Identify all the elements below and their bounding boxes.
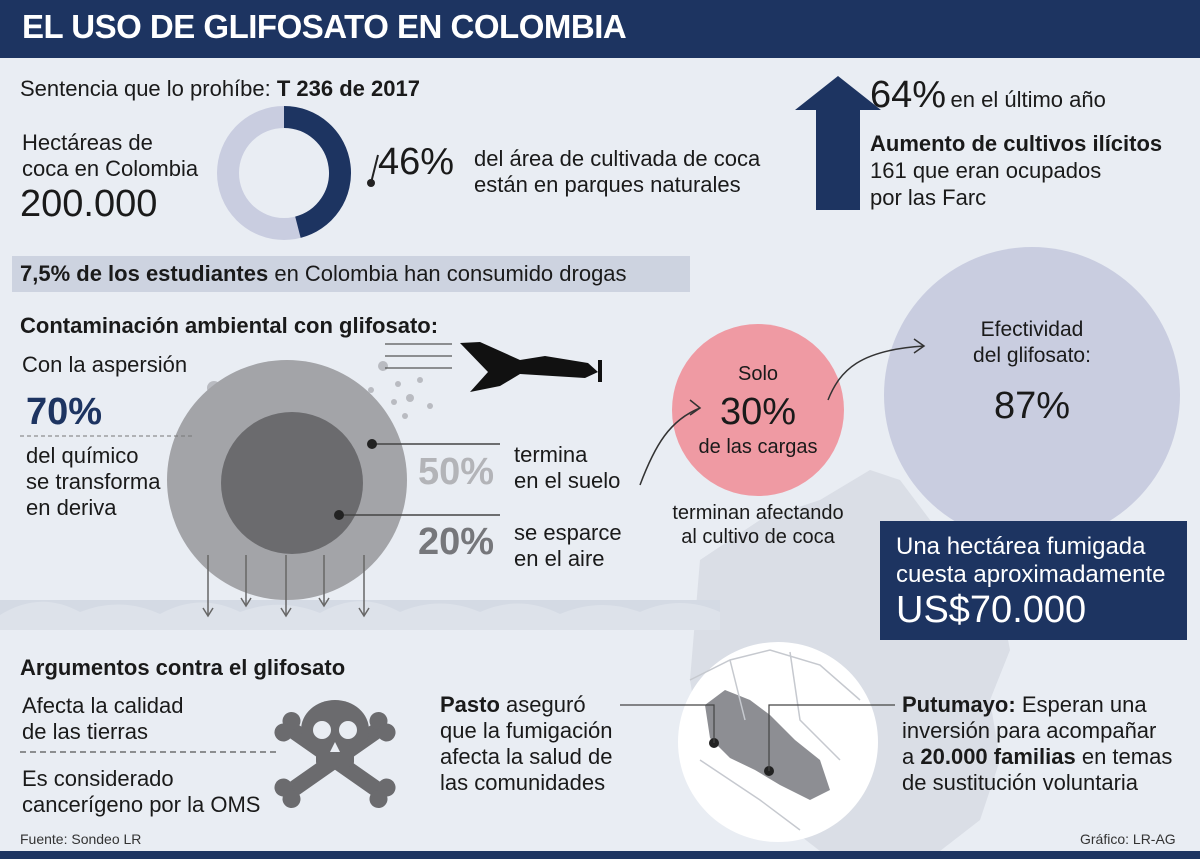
pasto-line-2: que la fumigación: [440, 718, 613, 743]
loads-caption-2: al cultivo de coca: [681, 526, 835, 548]
increase-percent: 64%: [870, 74, 947, 116]
putumayo-region: [705, 690, 830, 800]
putumayo-line-4: de sustitución voluntaria: [902, 770, 1139, 795]
deriva-inner-circle: [221, 412, 363, 554]
deriva-text-2: se transforma: [26, 469, 161, 494]
soil-pointer-dot: [367, 439, 377, 449]
pasto-name: Pasto: [440, 692, 500, 717]
argument-2-line-2: cancerígeno por la OMS: [22, 792, 261, 817]
putumayo-line-3-rest: en temas: [1081, 744, 1173, 769]
putumayo-line-1: Putumayo: Esperan una: [902, 692, 1147, 718]
down-arrows: [202, 555, 370, 618]
loads-percent: 30%: [719, 391, 797, 433]
footer-credit: Gráfico: LR-AG: [1080, 831, 1176, 847]
cost-line-1: Una hectárea fumigada: [896, 533, 1146, 560]
skull-crossbones-icon: [274, 700, 396, 809]
page-title: EL USO DE GLIFOSATO EN COLOMBIA: [22, 8, 627, 45]
pasto-line-1-rest: aseguró: [506, 692, 586, 717]
air-pointer-dot: [334, 510, 344, 520]
students-text: 7,5% de los estudiantes en Colombia han …: [20, 261, 627, 287]
hectares-value: 200.000: [20, 183, 158, 225]
speed-lines: [385, 343, 452, 369]
argument-2-line-1: Es considerado: [22, 766, 174, 791]
sentence-label: Sentencia que lo prohíbe:: [20, 76, 271, 101]
donut-segment-46: [283, 106, 351, 238]
soil-text-2: en el suelo: [514, 468, 621, 493]
soil-percent: 50%: [418, 451, 495, 493]
increase-line: 64% en el último año: [870, 74, 1106, 117]
loads-circle: [672, 324, 844, 496]
putumayo-line-2: inversión para acompañar: [902, 718, 1157, 743]
increase-period: en el último año: [950, 87, 1106, 112]
deriva-text-3: en deriva: [26, 495, 117, 520]
putumayo-line-1-rest: Esperan una: [1021, 692, 1147, 717]
effectiveness-pointer-curve: [827, 345, 925, 401]
air-text-2: en el aire: [514, 546, 605, 571]
donut-pointer-dot: [367, 179, 375, 187]
increase-line-2: por las Farc: [870, 185, 987, 210]
loads-pointer-curve: [639, 407, 701, 486]
putumayo-line-3-pre: a: [902, 744, 915, 769]
map-borders: [689, 649, 861, 831]
pasto-pointer-line: [620, 704, 715, 743]
grass-blades: [0, 601, 720, 630]
putumayo-families: 20.000 familias: [920, 744, 1076, 769]
pasto-line-1: Pasto aseguró: [440, 692, 586, 718]
argument-1-line-2: de las tierras: [22, 719, 148, 744]
loads-line-2: de las cargas: [698, 436, 818, 458]
bottom-bar: [0, 851, 1200, 859]
increase-line-1: 161 que eran ocupados: [870, 158, 1102, 183]
putumayo-line-3: a 20.000 familias en temas: [902, 744, 1172, 770]
deriva-percent: 70%: [26, 391, 103, 433]
contamination-subtitle: Con la aspersión: [22, 352, 188, 377]
students-rest: en Colombia han consumido drogas: [274, 261, 627, 286]
air-percent: 20%: [418, 521, 495, 563]
pasto-line-4: las comunidades: [440, 770, 606, 795]
header-bar: [0, 0, 1200, 58]
cost-value: US$70.000: [896, 589, 1087, 631]
soil-text-1: termina: [514, 442, 588, 467]
hectares-label-2: coca en Colombia: [22, 156, 199, 181]
air-text-1: se esparce: [514, 520, 622, 545]
loads-line-1: Solo: [737, 363, 779, 385]
arguments-title: Argumentos contra el glifosato: [20, 655, 346, 680]
contamination-title: Contaminación ambiental con glifosato:: [20, 313, 439, 338]
sentence-line: Sentencia que lo prohíbe: T 236 de 2017: [20, 76, 420, 102]
parks-percent: 46%: [378, 141, 455, 183]
loads-caption-1: terminan afectando: [672, 502, 844, 524]
increase-title: Aumento de cultivos ilícitos: [870, 131, 1163, 156]
effectiveness-line-1: Efectividad: [980, 318, 1084, 341]
effectiveness-circle: [884, 247, 1180, 543]
students-bar: [12, 256, 690, 292]
students-bold: 7,5% de los estudiantes: [20, 261, 269, 286]
cost-line-2: cuesta aproximadamente: [896, 561, 1166, 588]
sentence-value: T 236 de 2017: [276, 76, 420, 101]
airplane-icon: [460, 342, 602, 392]
putumayo-pointer-line: [768, 704, 895, 771]
up-arrow-icon: [795, 76, 881, 210]
argument-1-line-1: Afecta la calidad: [22, 693, 184, 718]
deriva-text-1: del químico: [26, 443, 139, 468]
donut-pointer-line: [370, 154, 379, 184]
effectiveness-line-2: del glifosato:: [973, 344, 1091, 367]
putumayo-name: Putumayo:: [902, 692, 1016, 717]
parks-text-2: están en parques naturales: [474, 172, 741, 197]
footer-source: Fuente: Sondeo LR: [20, 831, 142, 847]
pasto-line-3: afecta la salud de: [440, 744, 613, 769]
hectares-label-1: Hectáreas de: [22, 130, 153, 155]
effectiveness-percent: 87%: [993, 385, 1071, 427]
parks-text-1: del área de cultivada de coca: [474, 146, 761, 171]
cost-box: [880, 521, 1187, 640]
